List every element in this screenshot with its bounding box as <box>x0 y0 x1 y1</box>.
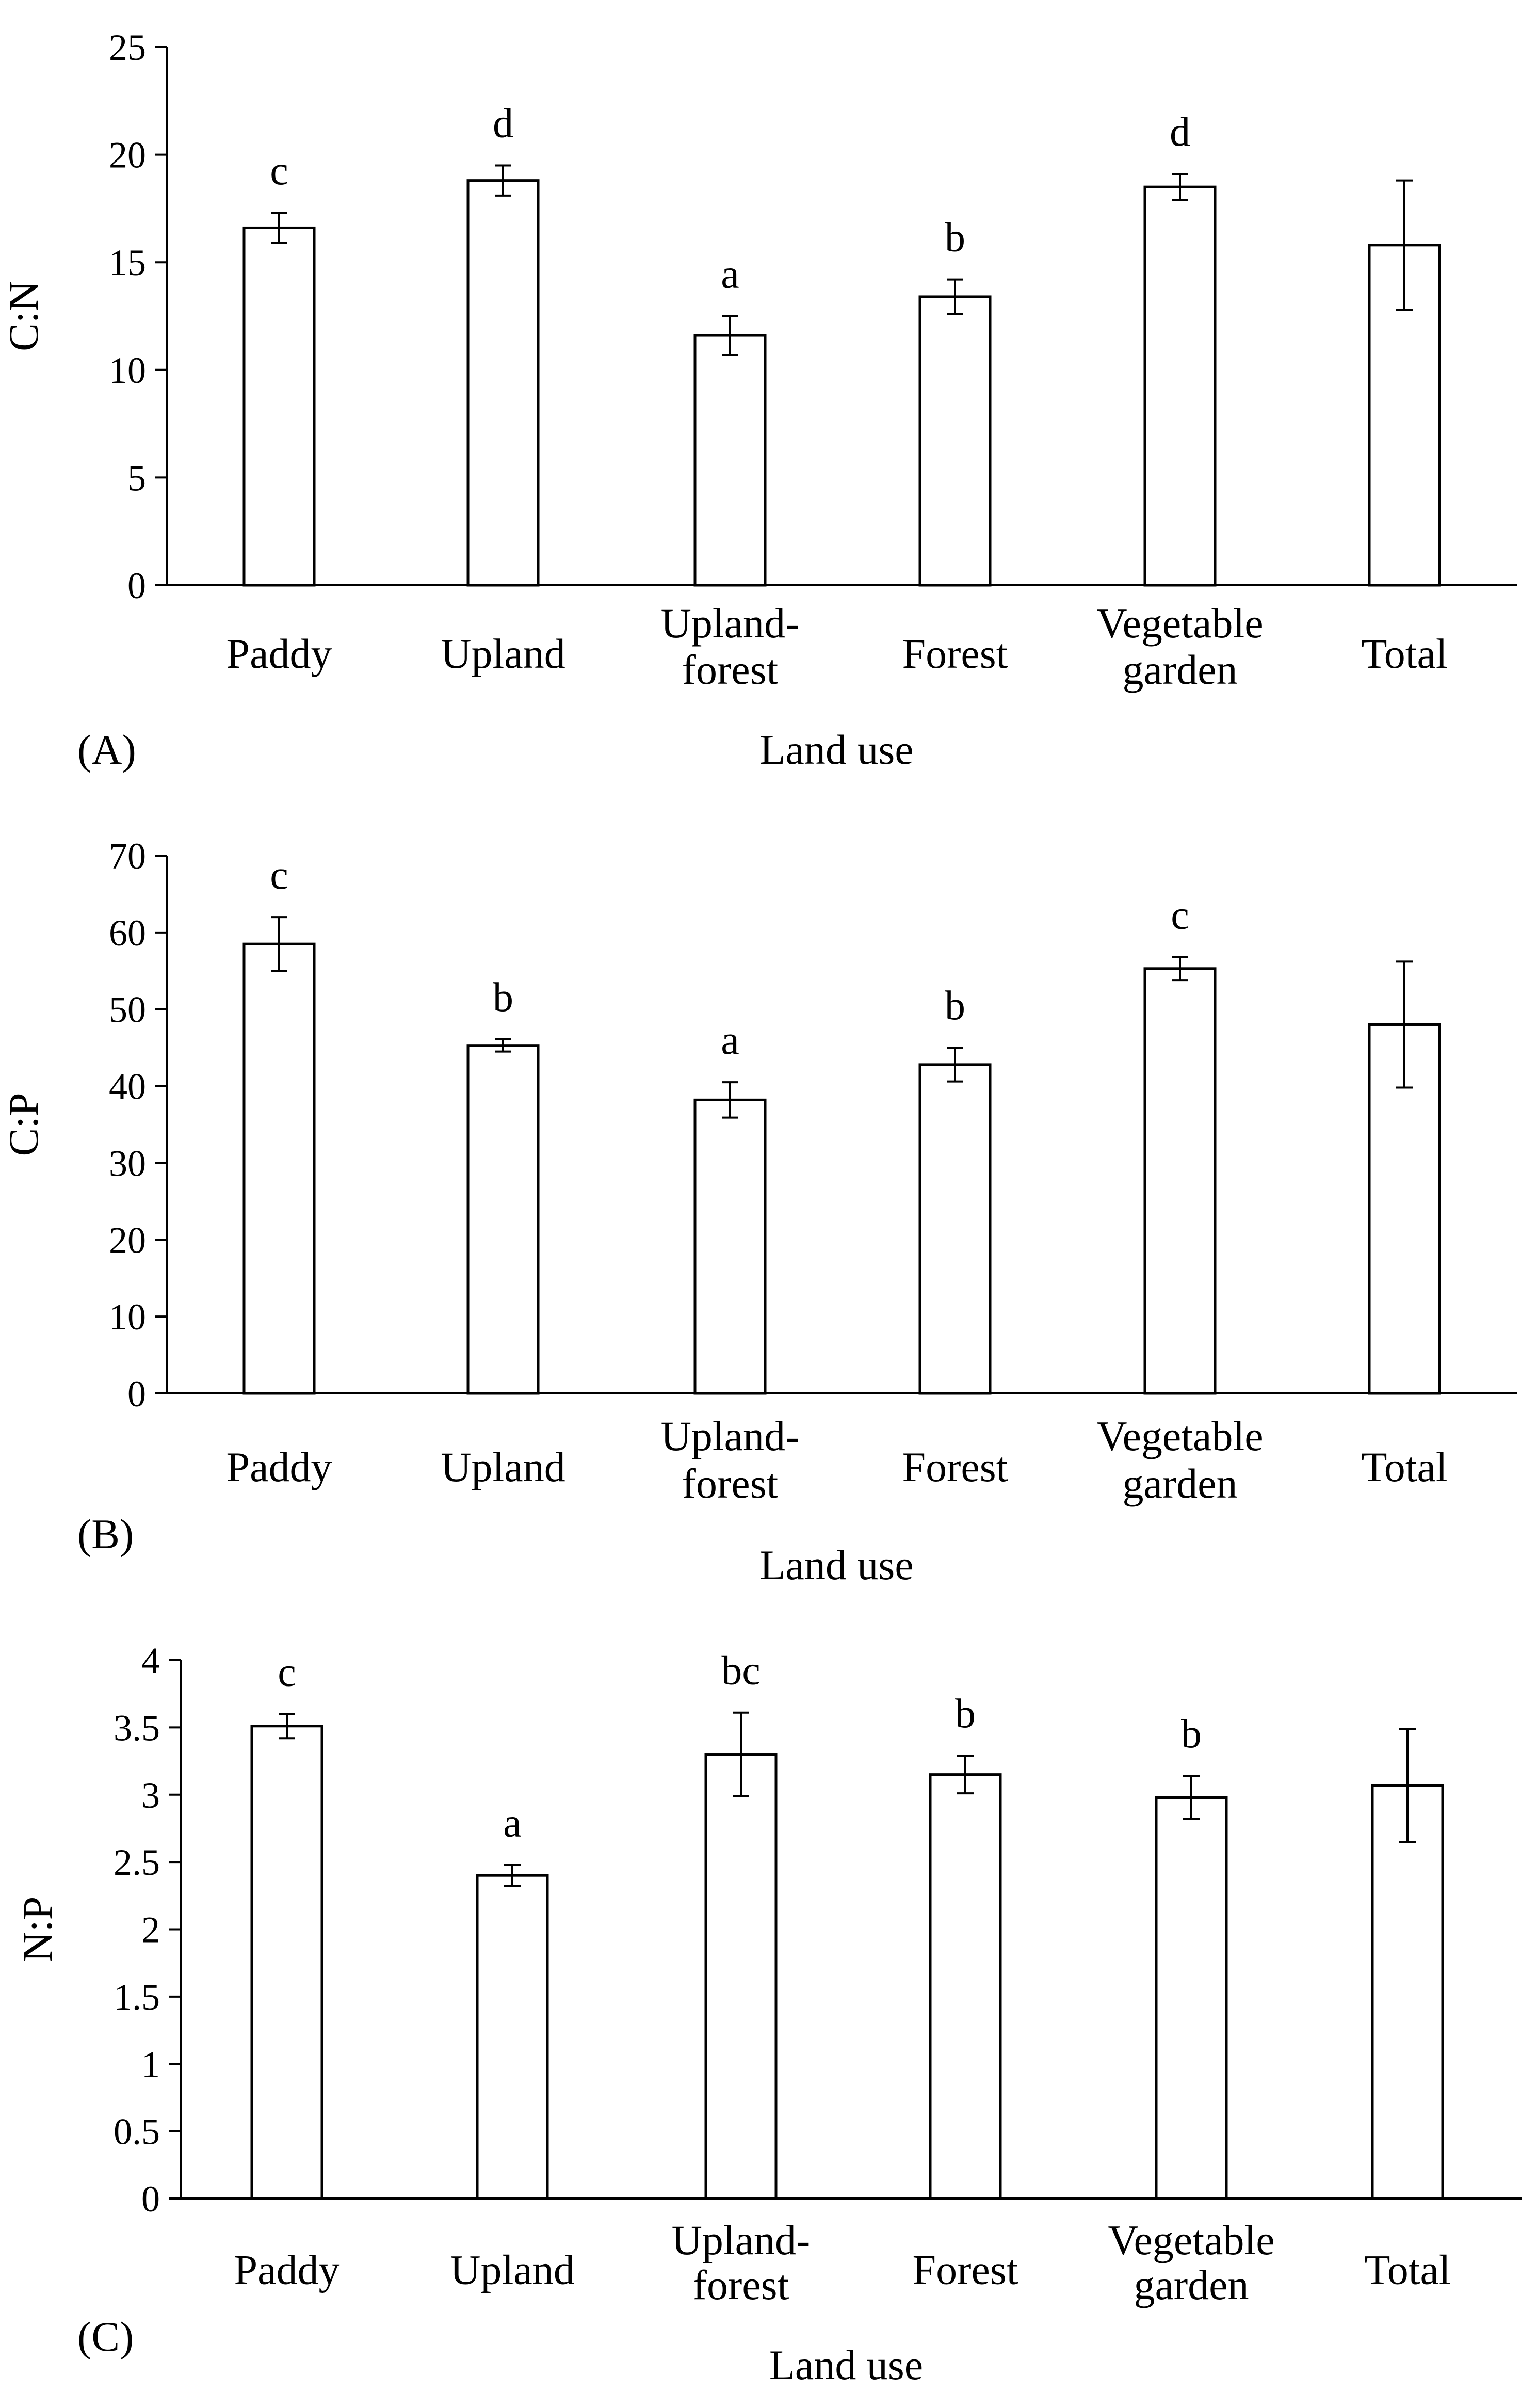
y-tick-label: 2 <box>141 1909 160 1951</box>
x-category-label: Forest <box>902 630 1008 677</box>
bar <box>1155 1796 1228 2200</box>
significance-letter: a <box>721 252 739 297</box>
x-category-label: Upland <box>450 2246 574 2293</box>
x-category-label: Vegetable <box>1096 600 1263 647</box>
y-tick-label: 40 <box>109 1066 146 1107</box>
significance-letter: c <box>270 853 288 898</box>
significance-letter: d <box>1170 109 1190 155</box>
bar <box>242 226 316 587</box>
x-category-label: Vegetable <box>1096 1412 1263 1459</box>
x-category-label: Upland <box>441 1443 565 1490</box>
bar <box>1371 1784 1444 2200</box>
x-category-label: Total <box>1361 1443 1447 1490</box>
y-tick-label: 1.5 <box>114 1977 160 2018</box>
significance-letter: a <box>503 1800 522 1845</box>
y-tick-label: 10 <box>109 1296 146 1338</box>
y-tick-label: 0 <box>127 565 146 606</box>
x-category-label: Upland- <box>672 2217 811 2263</box>
bar <box>704 1753 778 2200</box>
y-tick-label: 15 <box>109 242 146 283</box>
bar <box>1143 967 1217 1395</box>
x-category-label: forest <box>682 1460 779 1507</box>
x-category-label: Paddy <box>234 2246 340 2293</box>
significance-letter: b <box>1181 1711 1202 1757</box>
bar <box>476 1874 549 2200</box>
significance-letter: b <box>945 983 965 1029</box>
y-tick-label: 3 <box>141 1775 160 1816</box>
x-category-label: Upland <box>441 630 565 677</box>
significance-letter: c <box>270 148 288 194</box>
y-axis-title: C:N <box>0 281 47 351</box>
x-axis-title: Land use <box>759 1542 913 1588</box>
y-tick-label: 0 <box>141 2178 160 2220</box>
chart-panel-3: 0 0.5 1 1.5 2 2.5 3 3.5 4 N:P c Paddy a Upland bc Uplan… <box>14 1640 1522 2388</box>
y-tick-label: 1 <box>141 2044 160 2085</box>
bar <box>929 1773 1002 2200</box>
significance-letter: b <box>493 975 513 1020</box>
y-axis-title: C:P <box>0 1093 47 1156</box>
y-tick-label: 50 <box>109 989 146 1031</box>
y-tick-label: 5 <box>127 457 146 499</box>
x-category-label: garden <box>1122 1460 1237 1507</box>
significance-letter: c <box>278 1649 296 1695</box>
bar <box>466 179 540 587</box>
x-axis-title: Land use <box>759 726 913 773</box>
panel-label: (B) <box>77 1511 134 1558</box>
bar <box>918 1063 992 1395</box>
chart-panel-2: 0 10 20 30 40 50 60 70 C:P c Paddy b Upland a Upland-f… <box>0 836 1517 1588</box>
bar <box>693 334 767 587</box>
significance-letter: b <box>945 215 965 261</box>
bar <box>242 942 316 1395</box>
x-category-label: Vegetable <box>1108 2217 1274 2263</box>
bar <box>693 1098 767 1395</box>
bar <box>466 1044 540 1395</box>
y-tick-label: 20 <box>109 135 146 176</box>
y-tick-label: 4 <box>141 1640 160 1681</box>
x-category-label: Total <box>1364 2246 1450 2293</box>
x-category-label: Upland- <box>661 1412 800 1459</box>
y-tick-label: 10 <box>109 350 146 391</box>
y-tick-label: 20 <box>109 1219 146 1261</box>
panel-label: (C) <box>77 2313 134 2360</box>
panel-label: (A) <box>77 726 136 773</box>
y-tick-label: 2.5 <box>114 1842 160 1883</box>
chart-panel-1: 0 5 10 15 20 25 C:N c Paddy d Upland a Upland-forest… <box>0 27 1517 773</box>
significance-letter: c <box>1171 892 1189 938</box>
x-category-label: Paddy <box>226 1443 332 1490</box>
y-tick-label: 60 <box>109 912 146 954</box>
x-category-label: Upland- <box>661 600 800 647</box>
x-category-label: Forest <box>902 1443 1008 1490</box>
x-category-label: garden <box>1122 646 1237 693</box>
significance-letter: b <box>955 1691 976 1737</box>
x-category-label: forest <box>693 2261 789 2308</box>
x-category-label: forest <box>682 646 779 693</box>
x-category-label: Total <box>1361 630 1447 677</box>
significance-letter: bc <box>721 1648 761 1694</box>
y-tick-label: 25 <box>109 27 146 68</box>
bar <box>918 295 992 587</box>
bar <box>250 1725 323 2200</box>
y-axis-title: N:P <box>14 1897 61 1963</box>
y-tick-label: 70 <box>109 836 146 877</box>
x-category-label: garden <box>1134 2261 1249 2308</box>
y-tick-label: 30 <box>109 1143 146 1184</box>
y-tick-label: 0.5 <box>114 2111 160 2153</box>
significance-letter: d <box>493 101 513 146</box>
x-category-label: Forest <box>913 2246 1018 2293</box>
x-axis-title: Land use <box>769 2341 923 2388</box>
y-tick-label: 3.5 <box>114 1707 160 1748</box>
x-category-label: Paddy <box>226 630 332 677</box>
significance-letter: a <box>721 1018 739 1063</box>
bar <box>1143 185 1217 587</box>
y-tick-label: 0 <box>127 1373 146 1415</box>
